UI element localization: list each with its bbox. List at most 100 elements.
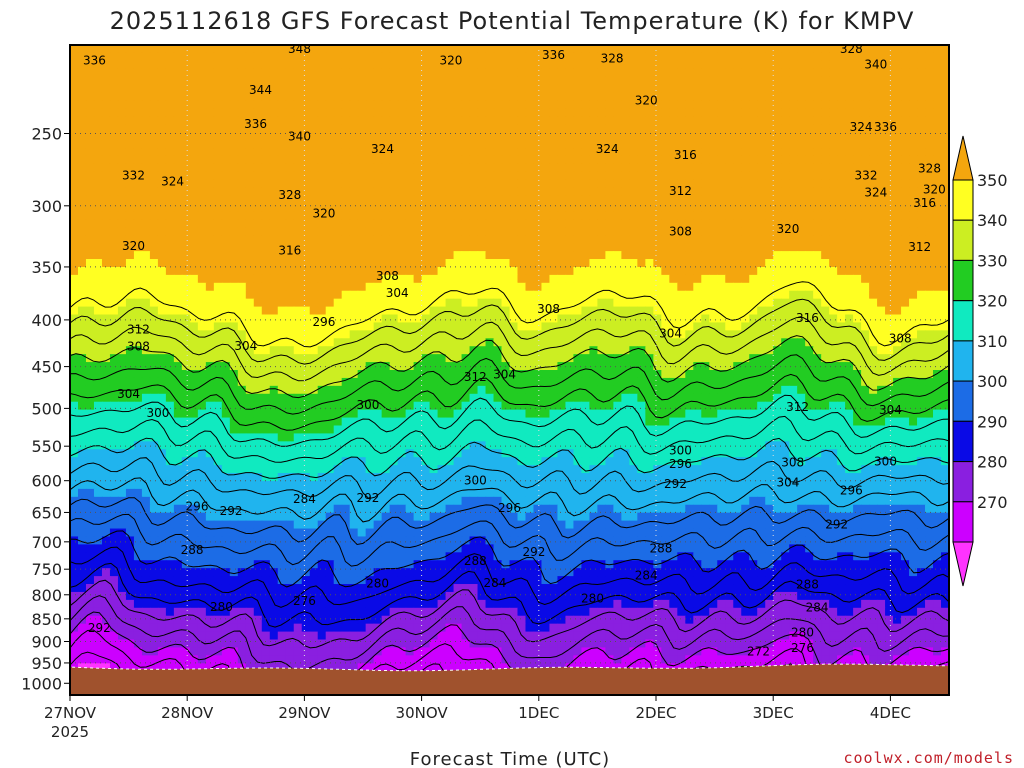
theta-cell bbox=[157, 282, 167, 292]
theta-cell bbox=[901, 116, 910, 125]
theta-cell bbox=[429, 322, 439, 331]
theta-cell bbox=[213, 346, 223, 355]
theta-cell bbox=[85, 108, 95, 117]
theta-cell bbox=[653, 243, 662, 252]
theta-cell bbox=[517, 124, 527, 133]
theta-cell bbox=[669, 314, 678, 324]
theta-cell bbox=[157, 84, 167, 94]
theta-cell bbox=[109, 155, 119, 165]
theta-cell bbox=[413, 306, 423, 316]
theta-cell bbox=[725, 140, 734, 149]
theta-cell bbox=[557, 266, 567, 276]
theta-cell bbox=[869, 259, 878, 268]
theta-cell bbox=[485, 100, 495, 110]
theta-cell bbox=[269, 163, 279, 173]
theta-cell bbox=[517, 243, 527, 252]
theta-cell bbox=[565, 330, 575, 339]
theta-cell bbox=[797, 45, 806, 54]
theta-cell bbox=[365, 116, 375, 125]
theta-cell bbox=[805, 346, 814, 355]
theta-cell bbox=[605, 92, 614, 102]
theta-cell bbox=[789, 362, 798, 371]
theta-cell bbox=[197, 68, 207, 78]
theta-cell bbox=[461, 108, 471, 117]
theta-cell bbox=[765, 377, 774, 387]
theta-cell bbox=[725, 100, 734, 110]
theta-cell bbox=[373, 377, 383, 387]
theta-cell bbox=[789, 338, 798, 347]
theta-cell bbox=[589, 52, 598, 62]
theta-cell bbox=[933, 362, 942, 371]
theta-cell bbox=[453, 282, 463, 292]
theta-cell bbox=[589, 259, 598, 268]
theta-cell bbox=[549, 219, 559, 228]
theta-cell bbox=[557, 290, 567, 300]
theta-cell bbox=[397, 163, 407, 173]
theta-cell bbox=[797, 92, 806, 102]
theta-cell bbox=[253, 124, 263, 133]
theta-cell bbox=[413, 338, 423, 347]
theta-cell bbox=[621, 306, 630, 316]
theta-cell bbox=[653, 259, 662, 268]
theta-cell bbox=[357, 187, 367, 197]
theta-cell bbox=[589, 306, 598, 316]
theta-cell bbox=[861, 219, 870, 228]
theta-cell bbox=[125, 84, 135, 94]
theta-cell bbox=[861, 187, 870, 197]
theta-cell bbox=[461, 290, 471, 300]
theta-cell bbox=[85, 211, 95, 220]
theta-cell bbox=[581, 76, 591, 86]
theta-cell bbox=[101, 163, 111, 173]
theta-cell bbox=[141, 362, 151, 371]
theta-cell bbox=[869, 45, 878, 54]
theta-cell bbox=[317, 203, 327, 213]
theta-cell bbox=[597, 251, 606, 260]
theta-cell bbox=[405, 259, 415, 268]
theta-cell bbox=[741, 354, 750, 363]
theta-cell bbox=[317, 108, 327, 117]
theta-cell bbox=[149, 100, 159, 110]
theta-cell bbox=[557, 140, 567, 149]
theta-cell bbox=[765, 314, 774, 324]
theta-cell bbox=[517, 45, 527, 54]
theta-cell bbox=[333, 385, 343, 395]
theta-cell bbox=[381, 401, 391, 411]
theta-cell bbox=[741, 68, 750, 78]
theta-cell bbox=[805, 370, 814, 379]
theta-cell bbox=[229, 290, 239, 300]
theta-cell bbox=[573, 282, 583, 292]
theta-cell bbox=[565, 132, 575, 141]
theta-cell bbox=[349, 385, 359, 395]
theta-cell bbox=[501, 108, 511, 117]
theta-cell bbox=[437, 155, 447, 165]
theta-cell bbox=[549, 211, 559, 220]
theta-cell bbox=[629, 76, 638, 86]
theta-cell bbox=[165, 393, 175, 403]
theta-cell bbox=[661, 314, 670, 324]
theta-cell bbox=[269, 259, 279, 268]
theta-cell bbox=[341, 282, 351, 292]
theta-cell bbox=[365, 251, 375, 260]
theta-cell bbox=[901, 76, 910, 86]
theta-cell bbox=[70, 148, 79, 157]
theta-cell bbox=[413, 274, 423, 284]
theta-cell bbox=[397, 290, 407, 300]
theta-cell bbox=[685, 330, 694, 339]
theta-cell bbox=[533, 84, 543, 94]
theta-cell bbox=[861, 274, 870, 284]
theta-cell bbox=[501, 179, 511, 189]
theta-cell bbox=[821, 171, 830, 181]
theta-cell bbox=[125, 219, 135, 228]
theta-cell bbox=[341, 211, 351, 220]
theta-cell bbox=[317, 219, 327, 228]
theta-cell bbox=[877, 362, 886, 371]
theta-cell bbox=[421, 385, 431, 395]
theta-cell bbox=[93, 179, 103, 189]
theta-cell bbox=[437, 124, 447, 133]
theta-cell bbox=[373, 124, 383, 133]
theta-cell bbox=[757, 385, 766, 395]
theta-cell bbox=[517, 203, 527, 213]
theta-cell bbox=[229, 76, 239, 86]
theta-cell bbox=[421, 84, 431, 94]
theta-cell bbox=[533, 52, 543, 62]
